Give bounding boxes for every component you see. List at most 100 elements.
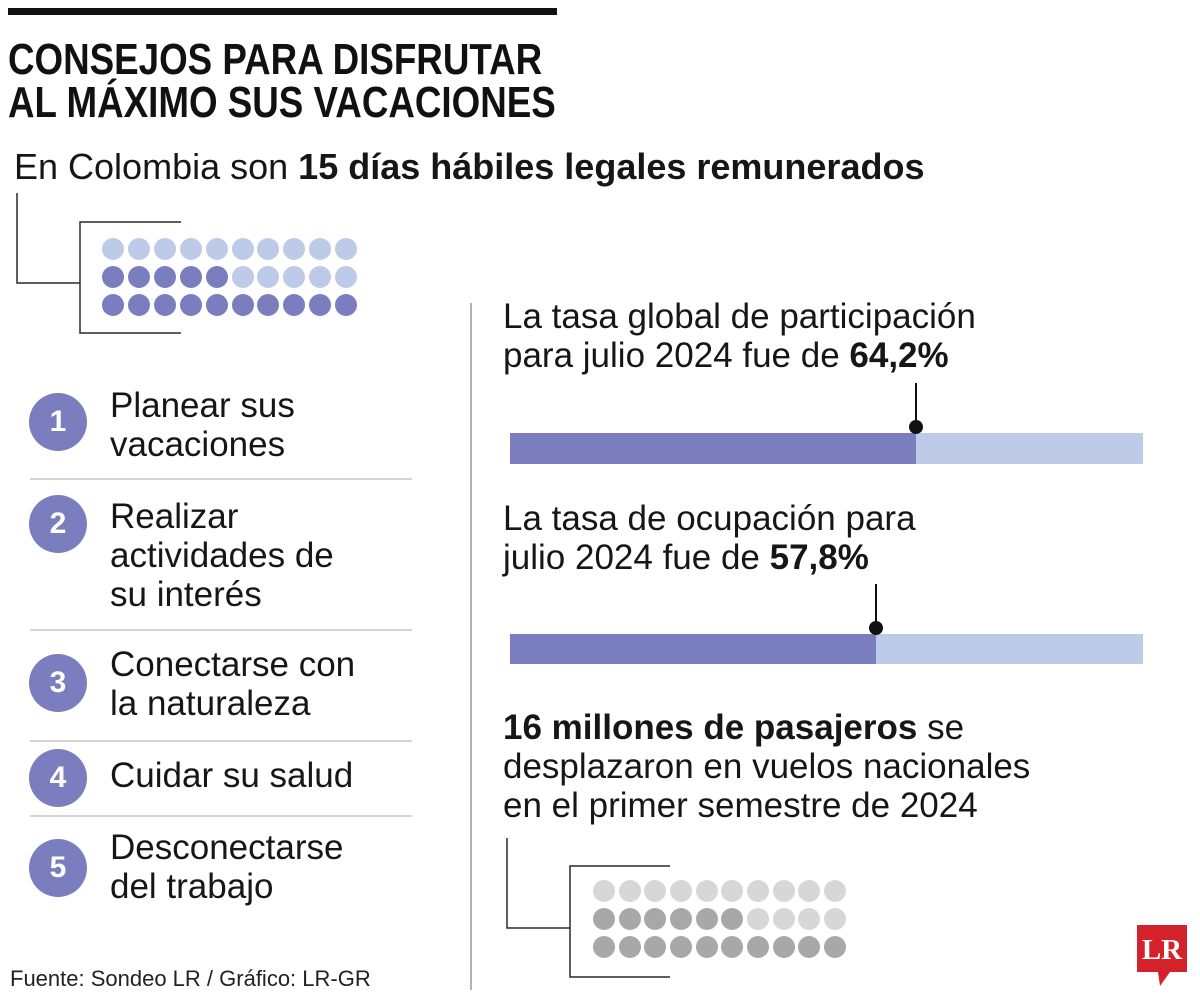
days-dot-empty xyxy=(309,266,332,288)
days-dot-empty xyxy=(283,266,306,288)
tip-text: Conectarse con la naturaleza xyxy=(110,645,355,723)
passengers-dot-filled xyxy=(618,936,641,958)
days-dot-empty xyxy=(335,238,358,260)
passengers-dot-empty xyxy=(670,880,692,902)
stat-line: para julio 2024 fue de 64,2% xyxy=(503,336,976,375)
passengers-dot-filled xyxy=(721,908,744,930)
passengers-dot-empty xyxy=(798,880,821,902)
intro-statement: En Colombia son 15 días hábiles legales … xyxy=(14,147,924,187)
stat-line: julio 2024 fue de 57,8% xyxy=(503,538,916,577)
tip-number-badge: 2 xyxy=(29,495,87,553)
intro-highlight: 15 días hábiles legales remunerados xyxy=(298,146,925,187)
passengers-statement: 16 millones de pasajeros se desplazaron … xyxy=(503,708,1030,825)
passengers-dot-filled xyxy=(593,936,615,958)
days-dot-filled xyxy=(205,266,228,288)
participation-marker-line xyxy=(915,383,918,427)
days-waffle-chart xyxy=(102,238,364,322)
passengers-dot-empty xyxy=(798,908,821,930)
passengers-dot-filled xyxy=(695,936,718,958)
passengers-dot-filled xyxy=(618,908,641,930)
tip-text: Planear sus vacaciones xyxy=(110,386,295,464)
logo-text: LR xyxy=(1142,934,1183,966)
stat-text: julio 2024 fue de xyxy=(503,538,760,577)
days-dot-filled xyxy=(127,294,150,316)
days-dot-filled xyxy=(335,294,358,316)
tip-text-line: Desconectarse xyxy=(110,828,344,867)
days-dot-empty xyxy=(205,238,228,260)
days-dot-empty xyxy=(179,238,202,260)
passengers-bracket xyxy=(569,865,670,978)
stat-line: La tasa global de participación xyxy=(503,297,976,336)
source-credit: Fuente: Sondeo LR / Gráfico: LR-GR xyxy=(10,966,371,991)
passengers-dot-filled xyxy=(644,908,667,930)
days-dot-filled xyxy=(179,294,202,316)
passengers-dot-filled xyxy=(772,936,795,958)
tip-number: 2 xyxy=(49,507,67,540)
days-dot-filled xyxy=(205,294,228,316)
days-dot-empty xyxy=(257,238,280,260)
stat-line: La tasa de ocupación para xyxy=(503,499,916,538)
passengers-dot-filled xyxy=(644,936,667,958)
tip-text-line: Cuidar su salud xyxy=(110,756,354,795)
passengers-line: en el primer semestre de 2024 xyxy=(503,786,978,825)
passengers-dot-empty xyxy=(824,880,847,902)
title-line: CONSEJOS PARA DISFRUTAR xyxy=(8,35,543,84)
tip-text: Realizar actividades de su interés xyxy=(110,497,334,614)
days-dot-filled xyxy=(257,294,280,316)
occupation-marker-dot xyxy=(868,621,883,635)
passengers-dot-empty xyxy=(747,880,770,902)
tip-number-badge: 5 xyxy=(29,839,87,897)
passengers-dot-filled xyxy=(824,936,847,958)
passengers-highlight: 16 millones de pasajeros xyxy=(503,708,918,747)
tip-number: 1 xyxy=(49,405,67,438)
passengers-line: 16 millones de pasajeros se xyxy=(503,708,1030,747)
days-dot-filled xyxy=(231,294,254,316)
tip-item-5: 5 Desconectarse del trabajo xyxy=(0,828,470,948)
stat-text: La tasa global de participación xyxy=(503,297,976,336)
tip-number: 3 xyxy=(49,666,67,699)
days-dot-filled xyxy=(127,266,150,288)
tip-number-badge: 3 xyxy=(29,654,87,712)
days-dot-filled xyxy=(283,294,306,316)
days-dot-empty xyxy=(153,238,176,260)
title-line: AL MÁXIMO SUS VACACIONES xyxy=(8,78,556,127)
passengers-line: desplazaron en vuelos nacionales xyxy=(503,747,1031,786)
tip-text-line: Planear sus xyxy=(110,386,295,425)
occupation-marker-line xyxy=(874,584,877,628)
days-dot-filled xyxy=(153,294,176,316)
stat-text: para julio 2024 fue de xyxy=(503,336,840,375)
passengers-dot-empty xyxy=(618,880,641,902)
days-dot-filled xyxy=(179,266,202,288)
passengers-dot-filled xyxy=(695,908,718,930)
tip-text-line: del trabajo xyxy=(110,867,274,906)
lr-logo: LR xyxy=(1137,925,1187,986)
days-dot-filled xyxy=(153,266,176,288)
days-bracket xyxy=(79,221,181,334)
stat-text: La tasa de ocupación para xyxy=(503,499,916,538)
tip-item-3: 3 Conectarse con la naturaleza xyxy=(0,645,470,765)
passengers-waffle-chart xyxy=(593,880,855,964)
tip-text-line: Realizar xyxy=(110,497,239,536)
passengers-dot-filled xyxy=(798,936,821,958)
intro-connector xyxy=(16,193,80,284)
passengers-dot-empty xyxy=(695,880,718,902)
occupation-bar xyxy=(510,584,1143,664)
days-dot-filled xyxy=(102,294,124,316)
top-rule xyxy=(8,8,557,15)
passengers-dot-filled xyxy=(670,908,692,930)
days-dot-empty xyxy=(102,238,124,260)
tip-number-badge: 1 xyxy=(29,393,87,451)
days-dot-empty xyxy=(231,238,254,260)
tip-item-1: 1 Planear sus vacaciones xyxy=(0,386,470,506)
tip-text-line: vacaciones xyxy=(110,425,286,464)
passengers-dot-filled xyxy=(670,936,692,958)
tip-text-line: su interés xyxy=(110,575,262,614)
passengers-dot-filled xyxy=(721,936,744,958)
passengers-connector xyxy=(506,838,570,929)
days-dot-empty xyxy=(283,238,306,260)
days-dot-empty xyxy=(231,266,254,288)
stat-occupation: La tasa de ocupación para julio 2024 fue… xyxy=(503,499,916,577)
passengers-dot-empty xyxy=(772,908,795,930)
